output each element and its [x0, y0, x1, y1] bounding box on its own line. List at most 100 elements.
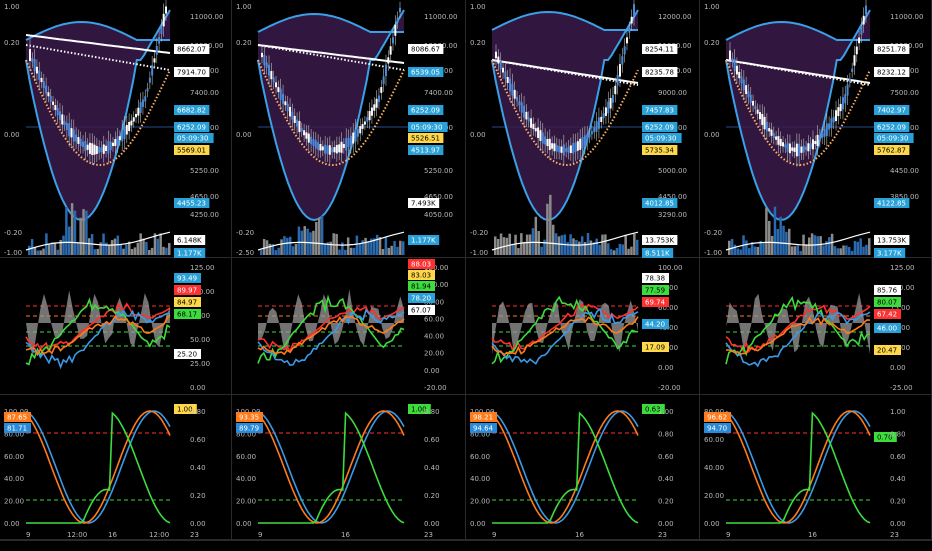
price-pane[interactable]: 1.000.200.00-0.20-1.0011000.0010000.0090… [700, 0, 931, 258]
candle-body [305, 132, 308, 139]
price-chart-svg[interactable]: 1.000.200.00-0.20-2.5011000.0010000.0090… [232, 0, 466, 258]
volume-bar [159, 233, 162, 255]
candle-body [839, 103, 842, 112]
candle-body [123, 126, 126, 140]
price-tag-bg [174, 122, 210, 132]
candle-body [848, 78, 851, 82]
price-axis-label: 4050.00 [424, 211, 453, 219]
stochastic-pane[interactable]: 100.0080.0060.0040.0020.000.0087.6581.71… [0, 395, 231, 540]
candle-body [777, 136, 780, 145]
oscillator-svg[interactable]: 100.0080.0060.0040.0020.000.00-20.0078.3… [466, 258, 700, 395]
oscillator-histogram [726, 293, 870, 355]
price-axis-label: 4450.00 [658, 193, 687, 201]
oscillator-orange-line [25, 314, 171, 357]
price-chart-svg[interactable]: 1.000.200.00-0.20-1.0011000.0010000.0090… [0, 0, 232, 258]
candle-body [98, 147, 101, 153]
price-chart-svg[interactable]: 1.000.200.00-0.20-1.0011000.0010000.0090… [700, 0, 932, 258]
oscillator-svg[interactable]: 125.00100.0075.0050.0025.000.00-25.0085.… [700, 258, 932, 395]
candle-body [151, 65, 154, 76]
candle-body [368, 111, 371, 121]
candle-body [786, 142, 789, 152]
candle-body [597, 117, 600, 129]
chart-column-4[interactable]: 1.000.200.00-0.20-1.0011000.0010000.0090… [700, 0, 932, 540]
stochastic-d-line [257, 410, 405, 524]
price-tag-bg [874, 198, 910, 208]
oscillator-tag-bg [874, 297, 901, 307]
chart-column-1[interactable]: 1.000.200.00-0.20-1.0011000.0010000.0090… [0, 0, 232, 540]
volume-bar [315, 221, 318, 255]
candle-body [553, 143, 556, 152]
price-pane[interactable]: 1.000.200.00-0.20-2.5011000.0010000.0090… [232, 0, 465, 258]
candle-body [105, 145, 108, 151]
candle-body [380, 87, 383, 93]
candle-body [735, 65, 738, 75]
candle-body [770, 129, 773, 136]
volume-bar [85, 210, 88, 255]
price-tag-bg [874, 105, 910, 115]
left-axis-label: 0.20 [4, 39, 20, 47]
price-axis-label: 11000.00 [424, 13, 457, 21]
price-tag: 7457.83 [645, 107, 674, 115]
price-tag: 13.753K [877, 237, 906, 245]
chart-column-3[interactable]: 1.000.200.00-0.20-1.0012000.0011000.0010… [466, 0, 700, 540]
oscillator-axis-label: 0.00 [424, 367, 440, 375]
oscillator-svg[interactable]: 120.00100.0080.0060.0040.0020.000.00-20.… [232, 258, 466, 395]
candle-body [768, 128, 771, 132]
candle-body [560, 146, 563, 153]
volume-bar [511, 244, 514, 255]
candle-body [289, 106, 292, 117]
oscillator-svg[interactable]: 125.00100.0075.0050.0025.000.0093.4989.9… [0, 258, 232, 395]
price-tag: 8254.11 [645, 46, 674, 54]
candle-body [307, 133, 310, 143]
price-pane[interactable]: 1.000.200.00-0.20-1.0012000.0011000.0010… [466, 0, 699, 258]
volume-bar [355, 235, 359, 255]
stochastic-svg[interactable]: 100.0080.0060.0040.0020.000.0093.3589.79… [232, 395, 466, 540]
price-tag-bg [642, 145, 678, 155]
candle-body [745, 85, 748, 95]
candle-body [772, 133, 775, 139]
candle-body [779, 138, 782, 147]
candle-body [530, 118, 533, 128]
oscillator-tag: 93.49 [177, 275, 197, 283]
candle-body [399, 7, 401, 13]
stochastic-pane[interactable]: 100.0080.0060.0040.0020.000.0093.3589.79… [232, 395, 465, 540]
oscillator-pane[interactable]: 125.00100.0075.0050.0025.000.0093.4989.9… [0, 258, 231, 395]
candle-body [821, 133, 824, 138]
candle-body [162, 13, 165, 27]
stochastic-left-axis-label: 40.00 [704, 464, 724, 472]
price-pane[interactable]: 1.000.200.00-0.20-1.0011000.0010000.0090… [0, 0, 231, 258]
candle-body [828, 123, 831, 130]
oscillator-tag: 84.97 [177, 299, 197, 307]
volume-bar [349, 247, 353, 255]
stochastic-svg[interactable]: 80.0060.0040.0020.000.0096.6294.700.701.… [700, 395, 932, 540]
price-tag: 6.148K [177, 237, 202, 245]
stochastic-tag-bg [4, 412, 31, 422]
candle-body [361, 124, 364, 129]
oscillator-pane[interactable]: 120.00100.0080.0060.0040.0020.000.00-20.… [232, 258, 465, 395]
candle-body [52, 101, 55, 105]
volume-bar [618, 243, 622, 255]
price-tag: 7914.70 [177, 69, 206, 77]
chart-column-2[interactable]: 1.000.200.00-0.20-2.5011000.0010000.0090… [232, 0, 466, 540]
candle-body [359, 126, 362, 134]
price-tag: 8662.07 [177, 46, 206, 54]
volume-bar [139, 233, 142, 255]
volume-bar [630, 246, 633, 255]
candle-body [312, 139, 315, 147]
price-tag: 8232.12 [877, 69, 906, 77]
stochastic-pane[interactable]: 80.0060.0040.0020.000.0096.6294.700.701.… [700, 395, 931, 540]
candle-body [56, 108, 59, 116]
candle-body [296, 119, 299, 127]
volume-bar [522, 241, 526, 255]
stochastic-pane[interactable]: 100.0080.0060.0040.0020.000.0098.2194.64… [466, 395, 699, 540]
oscillator-pane[interactable]: 100.0080.0060.0040.0020.000.00-20.0078.3… [466, 258, 699, 395]
candle-body [396, 17, 399, 23]
volume-bar [753, 246, 757, 255]
volume-bar [549, 194, 552, 255]
stochastic-k-line [725, 410, 871, 524]
volume-bar [291, 246, 295, 255]
stochastic-svg[interactable]: 100.0080.0060.0040.0020.000.0087.6581.71… [0, 395, 232, 540]
price-chart-svg[interactable]: 1.000.200.00-0.20-1.0012000.0011000.0010… [466, 0, 700, 258]
oscillator-pane[interactable]: 125.00100.0075.0050.0025.000.00-25.0085.… [700, 258, 931, 395]
stochastic-svg[interactable]: 100.0080.0060.0040.0020.000.0098.2194.64… [466, 395, 700, 540]
